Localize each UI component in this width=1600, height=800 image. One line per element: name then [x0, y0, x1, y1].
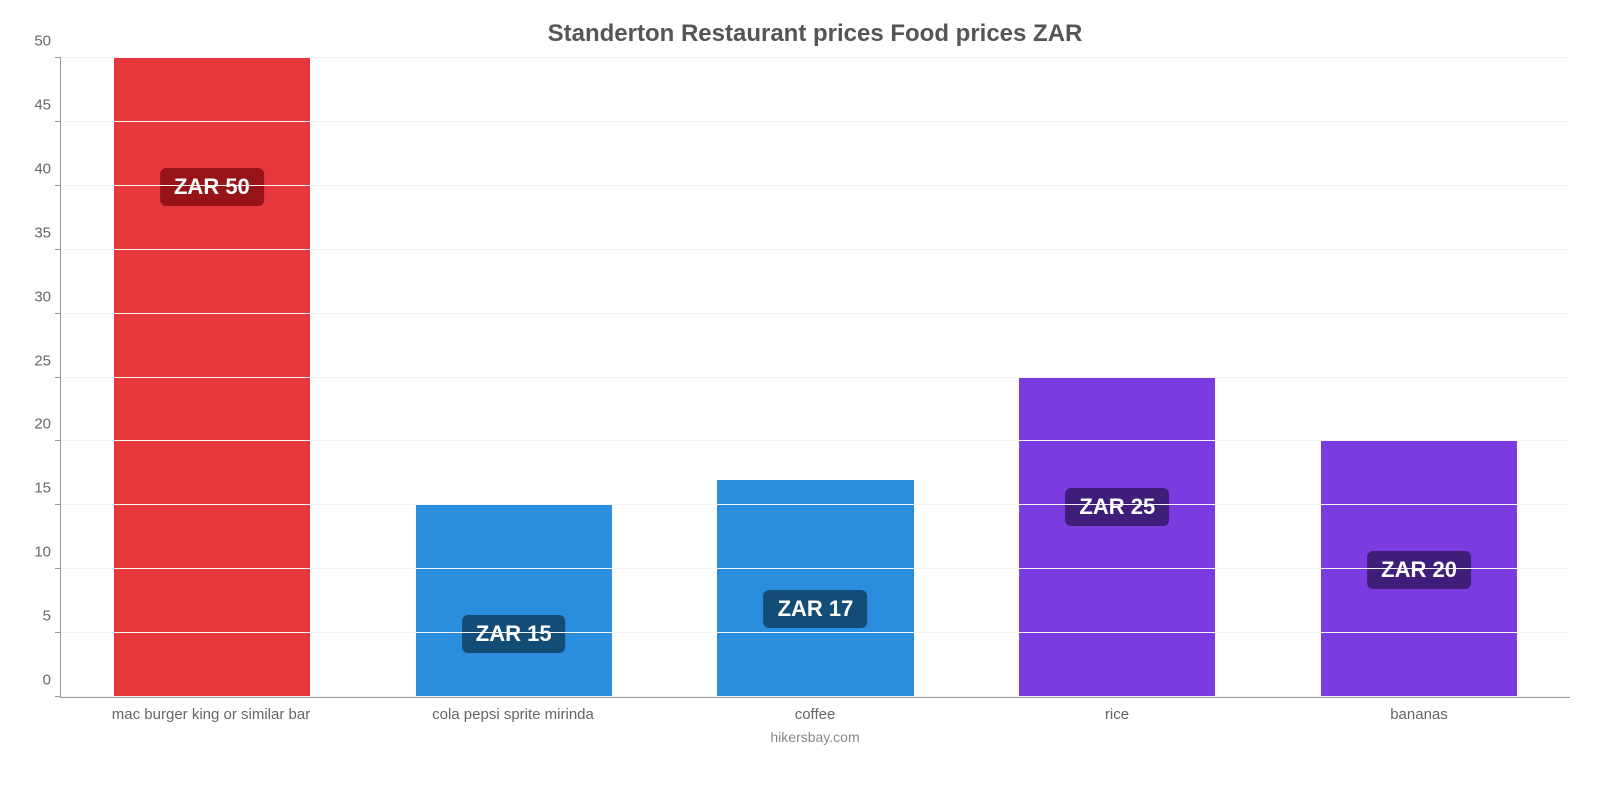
ytick-label: 10 [34, 544, 51, 561]
bar-value-label: ZAR 25 [1065, 488, 1169, 526]
ytick-mark [55, 568, 61, 569]
bar-slot: ZAR 50 [61, 58, 363, 697]
ytick-label: 40 [34, 160, 51, 177]
ytick-label: 15 [34, 480, 51, 497]
gridline [61, 377, 1570, 378]
x-axis-label: rice [966, 706, 1268, 723]
bar-slot: ZAR 17 [665, 58, 967, 697]
bar: ZAR 17 [717, 480, 913, 697]
gridline [61, 249, 1570, 250]
bar-value-label: ZAR 17 [764, 590, 868, 628]
bar-slot: ZAR 25 [966, 58, 1268, 697]
gridline [61, 185, 1570, 186]
gridline [61, 313, 1570, 314]
gridline [61, 696, 1570, 697]
ytick-label: 25 [34, 352, 51, 369]
bar-slot: ZAR 15 [363, 58, 665, 697]
x-axis-label: coffee [664, 706, 966, 723]
bar-slot: ZAR 20 [1268, 58, 1570, 697]
ytick-mark [55, 313, 61, 314]
ytick-mark [55, 185, 61, 186]
bar-value-label: ZAR 50 [160, 168, 264, 206]
ytick-label: 45 [34, 96, 51, 113]
ytick-label: 0 [43, 672, 51, 689]
gridline [61, 632, 1570, 633]
ytick-mark [55, 504, 61, 505]
gridline [61, 504, 1570, 505]
ytick-label: 20 [34, 416, 51, 433]
gridline [61, 568, 1570, 569]
ytick-label: 5 [43, 608, 51, 625]
bar: ZAR 50 [114, 58, 310, 697]
ytick-mark [55, 57, 61, 58]
bar: ZAR 20 [1321, 441, 1517, 697]
ytick-label: 30 [34, 288, 51, 305]
gridline [61, 121, 1570, 122]
chart-container: Standerton Restaurant prices Food prices… [0, 0, 1600, 800]
ytick-label: 50 [34, 33, 51, 50]
bar: ZAR 15 [416, 505, 612, 697]
bars-layer: ZAR 50 ZAR 15 ZAR 17 ZAR 25 ZAR 20 [61, 58, 1570, 697]
ytick-mark [55, 121, 61, 122]
ytick-mark [55, 696, 61, 697]
bar: ZAR 25 [1019, 378, 1215, 698]
gridline [61, 57, 1570, 58]
ytick-mark [55, 249, 61, 250]
x-axis-label: cola pepsi sprite mirinda [362, 706, 664, 723]
chart-title: Standerton Restaurant prices Food prices… [60, 20, 1570, 48]
ytick-mark [55, 377, 61, 378]
x-axis-label: bananas [1268, 706, 1570, 723]
ytick-mark [55, 632, 61, 633]
bar-value-label: ZAR 15 [462, 615, 566, 653]
ytick-label: 35 [34, 224, 51, 241]
bar-value-label: ZAR 20 [1367, 551, 1471, 589]
ytick-mark [55, 440, 61, 441]
gridline [61, 440, 1570, 441]
plot-area: ZAR 50ZAR 15ZAR 17ZAR 25ZAR 20 051015202… [60, 58, 1570, 698]
x-axis-labels: mac burger king or similar barcola pepsi… [60, 706, 1570, 723]
chart-footer: hikersbay.com [60, 729, 1570, 745]
x-axis-label: mac burger king or similar bar [60, 706, 362, 723]
